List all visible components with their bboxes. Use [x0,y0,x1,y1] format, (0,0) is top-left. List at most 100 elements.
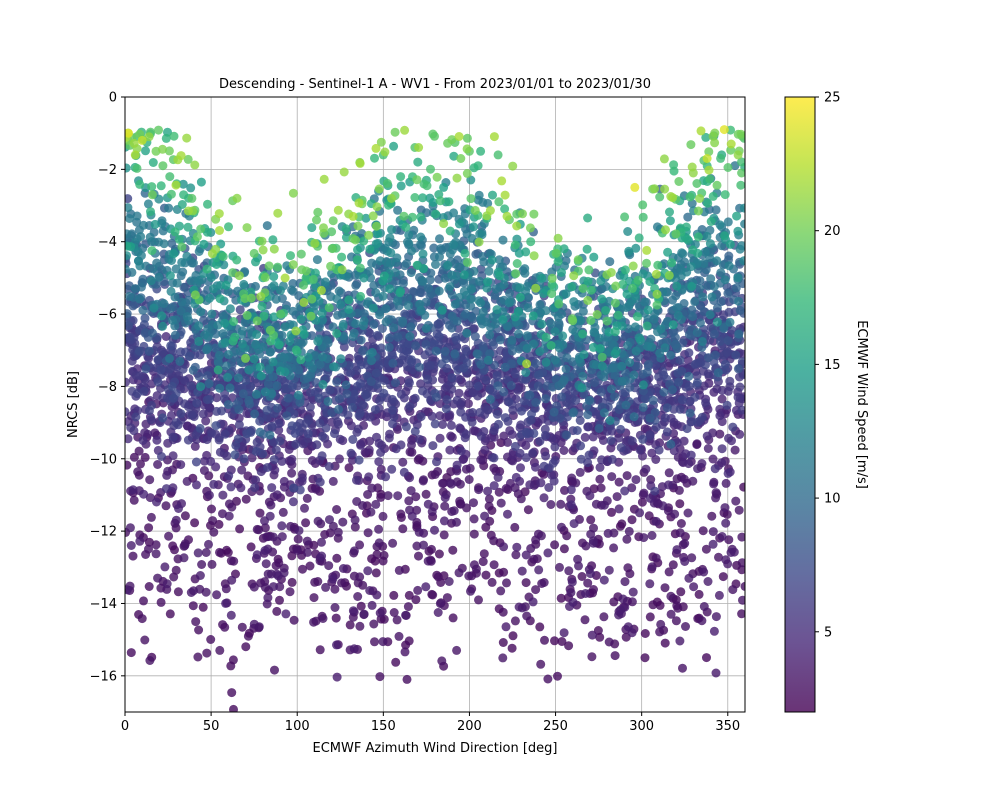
data-point [620,265,630,275]
data-point [484,501,494,511]
data-point [673,603,683,613]
data-point [352,497,362,506]
data-point [270,465,280,475]
data-point [414,362,424,372]
data-point [389,608,399,617]
data-point [398,316,408,326]
data-point [469,529,479,539]
data-point [369,281,379,290]
data-point [740,581,745,591]
data-point [739,203,745,213]
data-point [220,429,230,439]
data-point [212,590,222,600]
data-point [531,358,541,368]
data-point [617,519,627,529]
data-point [583,578,593,588]
data-point [165,364,175,374]
data-point [331,613,341,623]
data-point [614,477,624,487]
data-point [623,341,633,351]
data-point [167,381,177,391]
data-point [166,341,176,351]
data-point [199,239,209,249]
data-point [259,311,269,321]
data-point [354,455,364,465]
data-point [681,622,690,631]
data-point [550,540,560,550]
data-point [349,389,359,399]
data-point [481,570,491,580]
data-point [687,417,697,427]
data-point [153,573,163,583]
data-point [735,244,745,254]
data-point [258,342,268,352]
data-point [705,239,715,249]
data-point [207,559,217,569]
data-point [620,486,630,496]
data-point [543,548,553,558]
data-point [158,413,168,423]
data-point [403,293,413,303]
data-point [296,314,306,324]
data-point [717,394,727,404]
data-point [187,410,197,420]
data-point [479,549,489,559]
data-point [447,373,457,383]
data-point [335,434,345,444]
data-point [547,267,557,277]
data-point [337,578,346,588]
data-point [487,255,497,265]
data-point [332,640,341,650]
data-point [213,320,223,330]
data-point [697,459,707,468]
data-point [550,442,560,452]
data-point [251,389,261,399]
data-point [156,597,166,607]
data-point [498,235,508,245]
data-point [372,550,382,559]
data-point [225,304,235,314]
data-point [125,309,132,319]
data-point [132,211,142,221]
data-point [723,559,733,569]
data-point [622,289,632,299]
data-point [699,602,709,611]
data-point [263,593,273,603]
data-point [178,179,188,189]
data-point [193,548,203,558]
data-point [517,406,526,416]
data-point [398,457,408,467]
data-point [622,471,632,481]
data-point [167,256,176,265]
data-point [381,317,391,327]
data-point [262,532,272,542]
data-point [517,566,527,576]
data-point [251,339,261,349]
data-point [182,251,192,261]
data-point [208,516,218,526]
data-point [194,625,204,635]
data-point [301,418,311,428]
data-point [350,522,360,532]
data-point [632,397,642,407]
data-point [499,542,509,552]
data-point [221,361,231,371]
data-point [383,491,393,501]
data-point [428,441,438,451]
data-point [595,344,605,354]
data-point [384,433,394,443]
data-point [165,304,175,314]
data-point [672,303,682,313]
data-point [359,321,368,331]
data-point [423,556,433,566]
data-point [140,428,150,438]
data-point [125,163,131,173]
data-point [171,418,181,428]
data-point [720,275,730,285]
data-point [617,361,627,371]
data-point [529,554,539,564]
data-point [246,542,256,552]
data-point [345,620,355,630]
data-point [269,582,278,592]
data-point [437,656,447,666]
